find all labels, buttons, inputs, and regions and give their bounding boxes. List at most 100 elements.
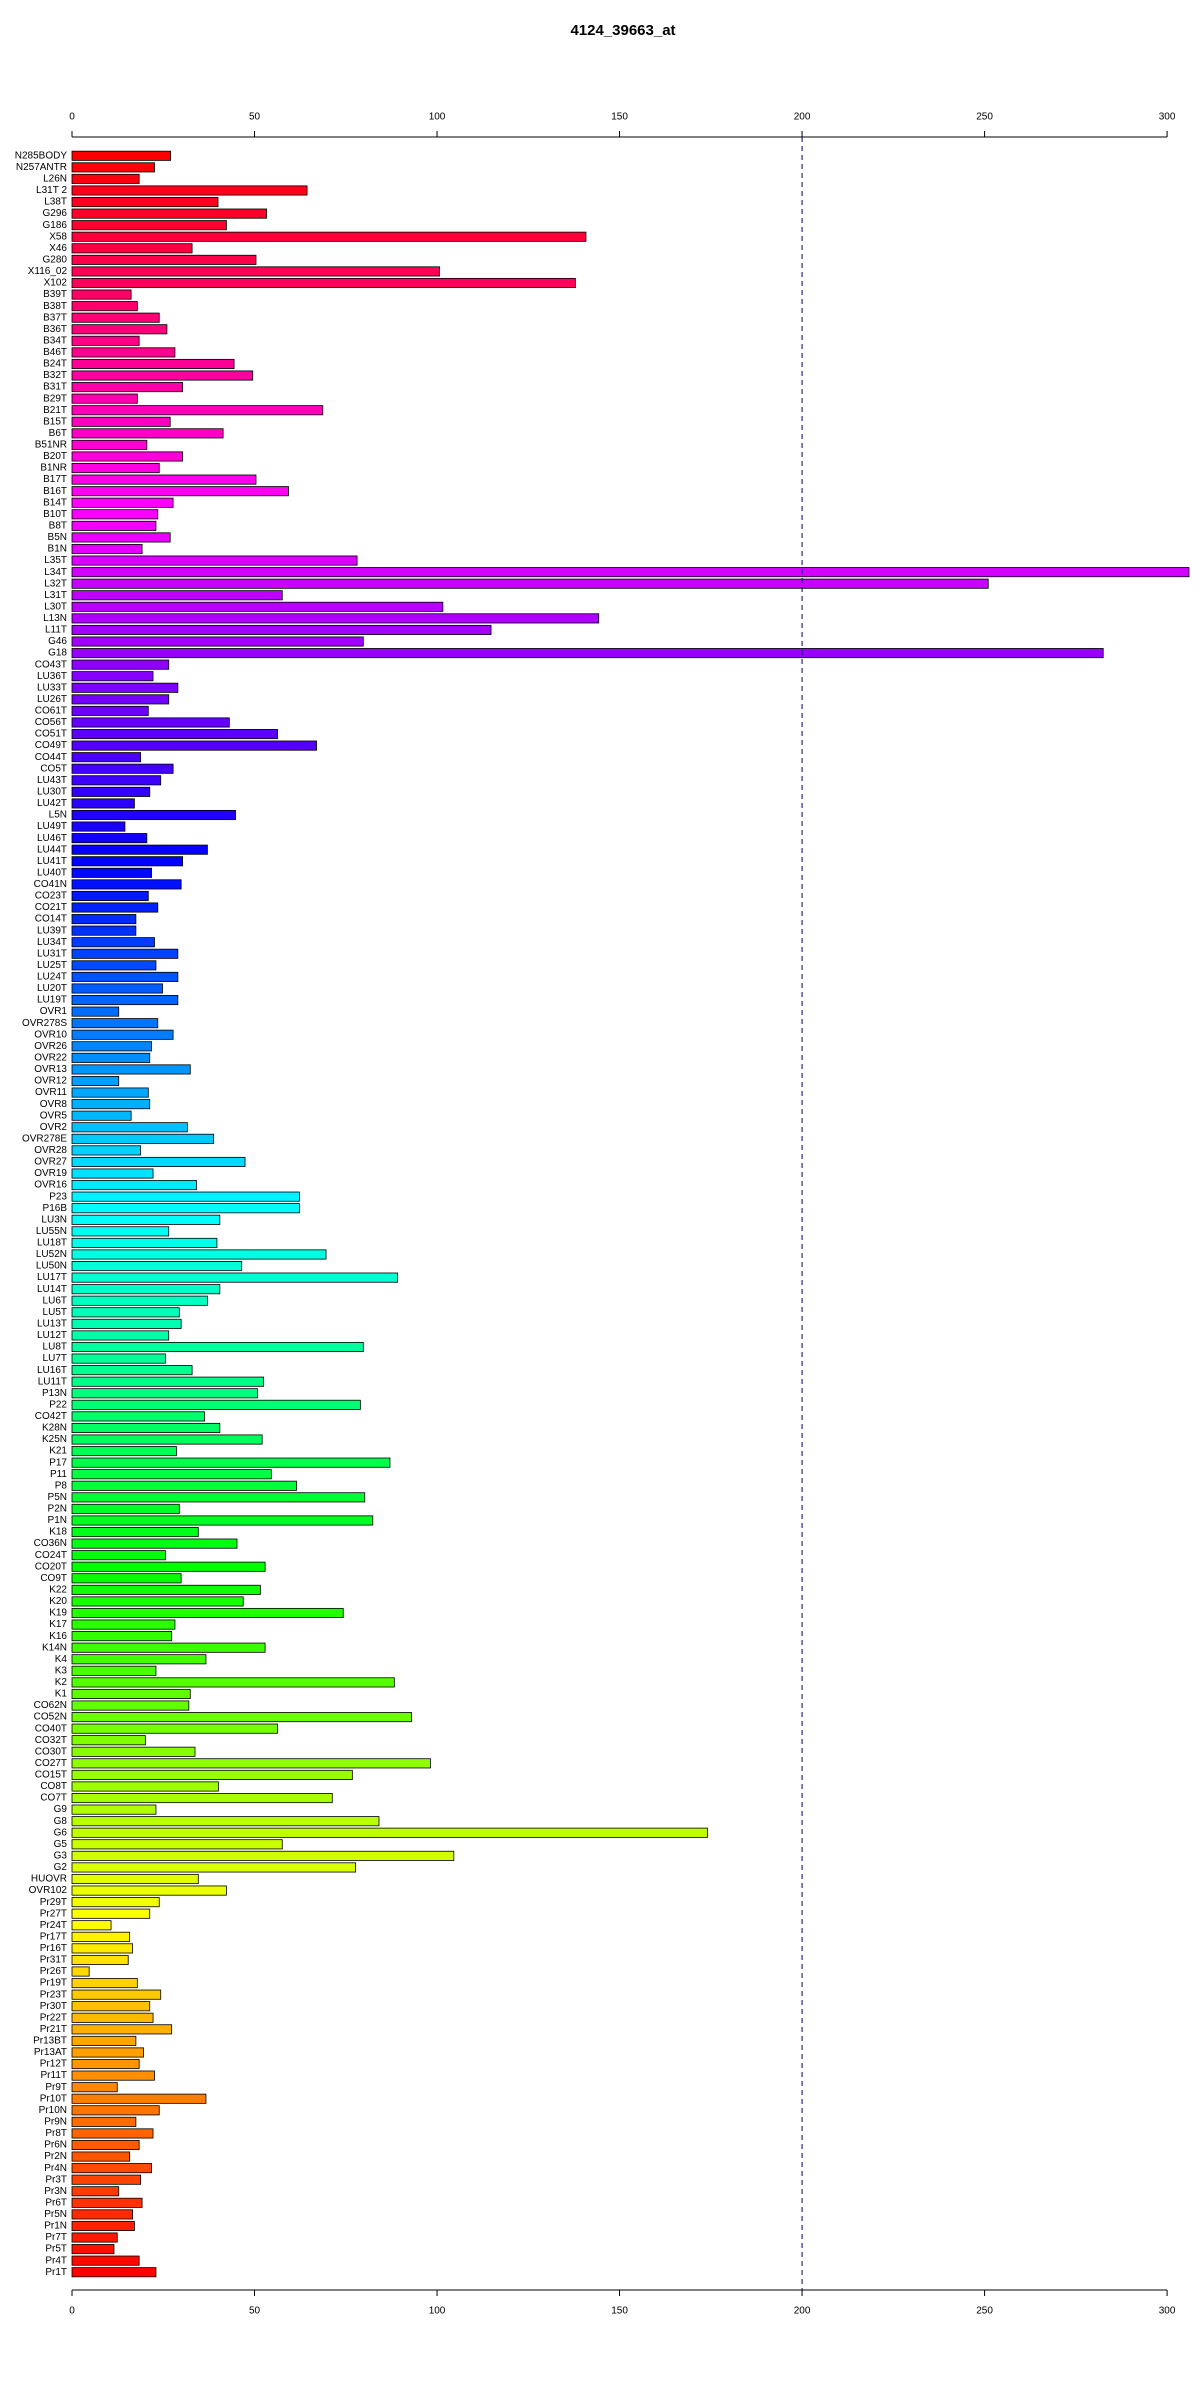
- y-tick-label: OVR8: [40, 1099, 68, 1110]
- bar: [71, 1735, 146, 1746]
- bar: [71, 2035, 137, 2046]
- y-tick-label: K3: [55, 1665, 68, 1676]
- bar: [71, 1261, 243, 1272]
- y-tick-label: Pr10N: [39, 2105, 67, 2116]
- bar: [71, 809, 236, 821]
- y-tick-label: Pr8T: [45, 2128, 67, 2139]
- bar: [71, 694, 170, 705]
- bar: [71, 486, 289, 497]
- y-tick-label: Pr1T: [45, 2267, 67, 2278]
- y-tick-label: Pr4T: [45, 2255, 67, 2266]
- bar: [71, 2070, 155, 2081]
- bar: [71, 1769, 353, 1780]
- bar: [71, 856, 184, 867]
- bar: [71, 416, 171, 427]
- bar: [71, 1654, 207, 1665]
- bar: [71, 1550, 166, 1561]
- y-tick-label: B1NR: [40, 463, 67, 474]
- y-tick-label: OVR10: [34, 1029, 67, 1040]
- y-tick-label: LU26T: [37, 694, 67, 705]
- bar: [71, 2255, 140, 2266]
- y-tick-label: L26N: [43, 174, 67, 185]
- y-tick-label: CO5T: [40, 763, 67, 774]
- y-tick-label: K28N: [42, 1423, 67, 1434]
- y-tick-label: B5N: [48, 532, 67, 543]
- bar: [71, 914, 137, 925]
- y-tick-label: Pr31T: [40, 1955, 67, 1966]
- y-tick-label: LU25T: [37, 960, 67, 971]
- y-tick-label: CO24T: [35, 1550, 67, 1561]
- y-tick-label: K18: [49, 1527, 67, 1538]
- y-tick-label: LU44T: [37, 844, 67, 855]
- chart-title: 4124_39663_at: [570, 22, 675, 39]
- y-tick-label: B38T: [43, 301, 67, 312]
- y-tick-label: P1N: [48, 1515, 67, 1526]
- x-tick-label: 250: [976, 112, 993, 123]
- bar: [71, 1827, 708, 1838]
- y-tick-label: X46: [49, 243, 67, 254]
- y-tick-label: B21T: [43, 405, 67, 416]
- y-tick-label: LU14T: [37, 1284, 67, 1295]
- bar: [71, 1237, 218, 1248]
- y-tick-label: B10T: [43, 509, 67, 520]
- y-tick-label: Pr9N: [44, 2117, 67, 2128]
- y-tick-label: CO27T: [35, 1758, 67, 1769]
- y-tick-label: K20: [49, 1596, 67, 1607]
- bar: [71, 428, 224, 439]
- y-tick-label: B8T: [49, 521, 67, 532]
- x-tick-label: 200: [794, 2306, 811, 2317]
- bar: [71, 208, 267, 219]
- y-tick-label: LU50N: [36, 1261, 67, 1272]
- bar: [71, 463, 160, 474]
- y-tick-label: Pr23T: [40, 1989, 67, 2000]
- y-tick-label: Pr6T: [45, 2197, 67, 2208]
- y-tick-label: L38T: [44, 197, 67, 208]
- bar: [71, 844, 208, 855]
- y-tick-label: Pr19T: [40, 1978, 67, 1989]
- bar: [71, 971, 179, 982]
- bar: [71, 220, 227, 231]
- y-tick-label: K2: [55, 1677, 68, 1688]
- y-tick-label: B51NR: [35, 440, 67, 451]
- bar: [71, 347, 176, 358]
- y-tick-label: CO7T: [40, 1793, 67, 1804]
- bar: [71, 1180, 197, 1191]
- bar: [71, 729, 278, 740]
- bar: [71, 1122, 188, 1133]
- y-tick-label: LU55N: [36, 1226, 67, 1237]
- bar: [71, 439, 148, 450]
- y-tick-label: L30T: [44, 601, 67, 612]
- bar: [71, 1515, 374, 1526]
- y-tick-label: P2N: [48, 1504, 67, 1515]
- y-tick-label: CO61T: [35, 706, 67, 717]
- bar: [71, 1480, 297, 1491]
- bar: [71, 1376, 265, 1387]
- bar: [71, 1885, 227, 1896]
- bar: [71, 740, 317, 751]
- bar: [71, 2244, 115, 2255]
- bar: [71, 983, 163, 994]
- bar: [71, 2012, 154, 2023]
- y-tick-label: OVR11: [35, 1087, 67, 1098]
- bar: [71, 613, 600, 624]
- bar: [71, 497, 174, 508]
- bar: [71, 1897, 160, 1908]
- y-tick-label: CO30T: [35, 1746, 67, 1757]
- y-tick-label: OVR5: [40, 1110, 68, 1121]
- bar: [71, 601, 444, 612]
- y-tick-label: L34T: [44, 567, 67, 578]
- y-tick-label: G5: [54, 1839, 68, 1850]
- y-tick-label: LU8T: [43, 1342, 67, 1353]
- y-tick-label: L31T: [44, 590, 67, 601]
- y-tick-label: B34T: [43, 335, 67, 346]
- y-tick-label: G296: [43, 208, 68, 219]
- y-tick-label: Pr9T: [45, 2082, 67, 2093]
- bar: [71, 393, 138, 404]
- bar: [71, 1295, 208, 1306]
- y-tick-label: Pr3N: [44, 2186, 67, 2197]
- y-tick-label: B24T: [43, 359, 67, 370]
- y-tick-label: K4: [55, 1654, 68, 1665]
- y-tick-label: P16B: [43, 1203, 68, 1214]
- bar: [71, 867, 152, 878]
